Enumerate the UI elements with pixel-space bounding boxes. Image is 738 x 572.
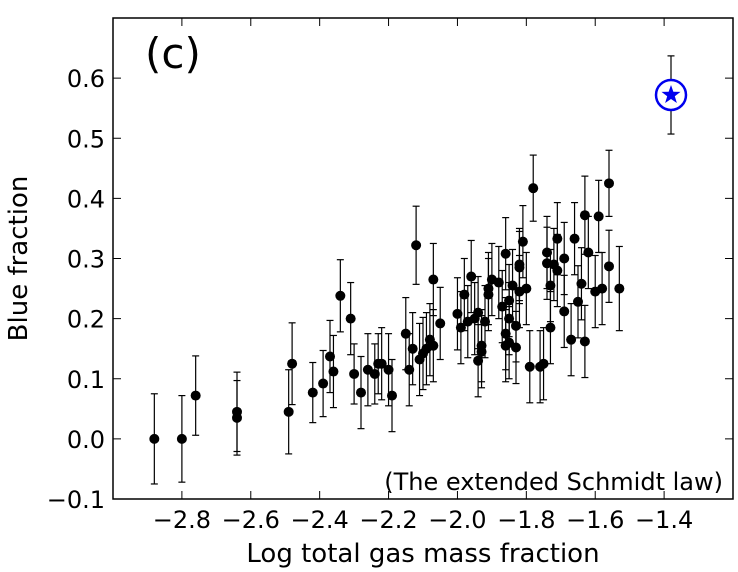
data-point <box>404 364 415 375</box>
data-point <box>283 406 294 417</box>
data-point <box>407 343 418 354</box>
y-axis-label: Blue fraction <box>4 176 34 342</box>
x-tick-label: −2.8 <box>153 506 211 534</box>
data-point <box>604 261 614 272</box>
data-point <box>573 296 583 307</box>
data-point <box>190 390 201 401</box>
data-point <box>559 306 570 317</box>
y-tick-label: 0.4 <box>67 185 105 213</box>
data-point <box>473 355 484 366</box>
plot-frame <box>112 17 734 500</box>
data-point <box>376 358 387 369</box>
data-point <box>597 283 608 294</box>
data-point <box>307 387 318 398</box>
x-tick-label: −2.6 <box>222 506 280 534</box>
data-point <box>552 265 563 276</box>
data-point <box>383 364 394 375</box>
data-point <box>583 247 594 258</box>
data-point <box>511 342 521 353</box>
data-point <box>335 290 346 301</box>
data-point <box>545 280 556 291</box>
data-point <box>593 211 604 222</box>
x-tick-label: −1.8 <box>497 506 555 534</box>
x-tick-label: −1.6 <box>566 506 624 534</box>
data-point <box>387 390 397 401</box>
data-point <box>614 283 625 294</box>
data-point <box>149 433 160 444</box>
data-point <box>476 346 487 357</box>
y-tick-label: 0.3 <box>67 246 105 274</box>
x-tick-label: −2.2 <box>359 506 417 534</box>
y-tick-label: 0.2 <box>67 306 105 334</box>
data-point <box>493 277 504 288</box>
data-point <box>232 412 242 423</box>
y-tick-label: 0.0 <box>67 426 105 454</box>
y-tick-label: 0.5 <box>67 125 105 153</box>
data-point <box>579 210 590 221</box>
data-point <box>500 248 511 259</box>
data-point <box>318 378 329 389</box>
x-tick-label: −2.0 <box>428 506 486 534</box>
data-point <box>369 368 380 379</box>
y-tick-label: 0.1 <box>67 366 105 394</box>
data-point <box>576 278 587 289</box>
data-point <box>517 236 528 247</box>
x-tick-label: −1.4 <box>635 506 693 534</box>
x-tick-label: −2.4 <box>291 506 349 534</box>
y-tick-label: 0.6 <box>67 65 105 93</box>
data-point <box>435 318 446 329</box>
data-point <box>524 361 535 372</box>
data-point <box>452 308 463 319</box>
panel-label: (c) <box>145 29 201 78</box>
data-point <box>459 289 470 300</box>
data-point <box>428 274 439 285</box>
data-point <box>569 233 580 244</box>
data-point <box>411 240 422 251</box>
data-point <box>466 271 477 282</box>
data-point <box>507 280 518 291</box>
data-point <box>566 334 577 345</box>
data-point <box>483 289 494 300</box>
data-point <box>287 358 298 369</box>
data-point <box>528 183 539 194</box>
data-point <box>559 253 570 264</box>
data-point <box>328 366 339 377</box>
data-point <box>579 336 590 347</box>
data-point <box>356 387 366 398</box>
data-point <box>428 340 439 351</box>
data-point <box>604 178 614 189</box>
x-axis-label: Log total gas mass fraction <box>246 539 599 569</box>
chart-marks <box>149 55 688 485</box>
data-point <box>345 313 356 324</box>
annotation: (The extended Schmidt law) <box>384 468 723 496</box>
data-point <box>521 283 532 294</box>
data-point <box>349 368 360 379</box>
highlight-star <box>661 84 681 104</box>
y-tick-label: −0.1 <box>47 486 105 514</box>
data-point <box>325 351 335 362</box>
data-point <box>538 358 549 369</box>
data-point <box>545 322 556 333</box>
axis-ticks: −2.8 −2.6 −2.4 −2.2 −2.0 −1.8 −1.6 −1.4 −0.1 0.0 0… <box>47 18 733 534</box>
data-point <box>176 433 187 444</box>
